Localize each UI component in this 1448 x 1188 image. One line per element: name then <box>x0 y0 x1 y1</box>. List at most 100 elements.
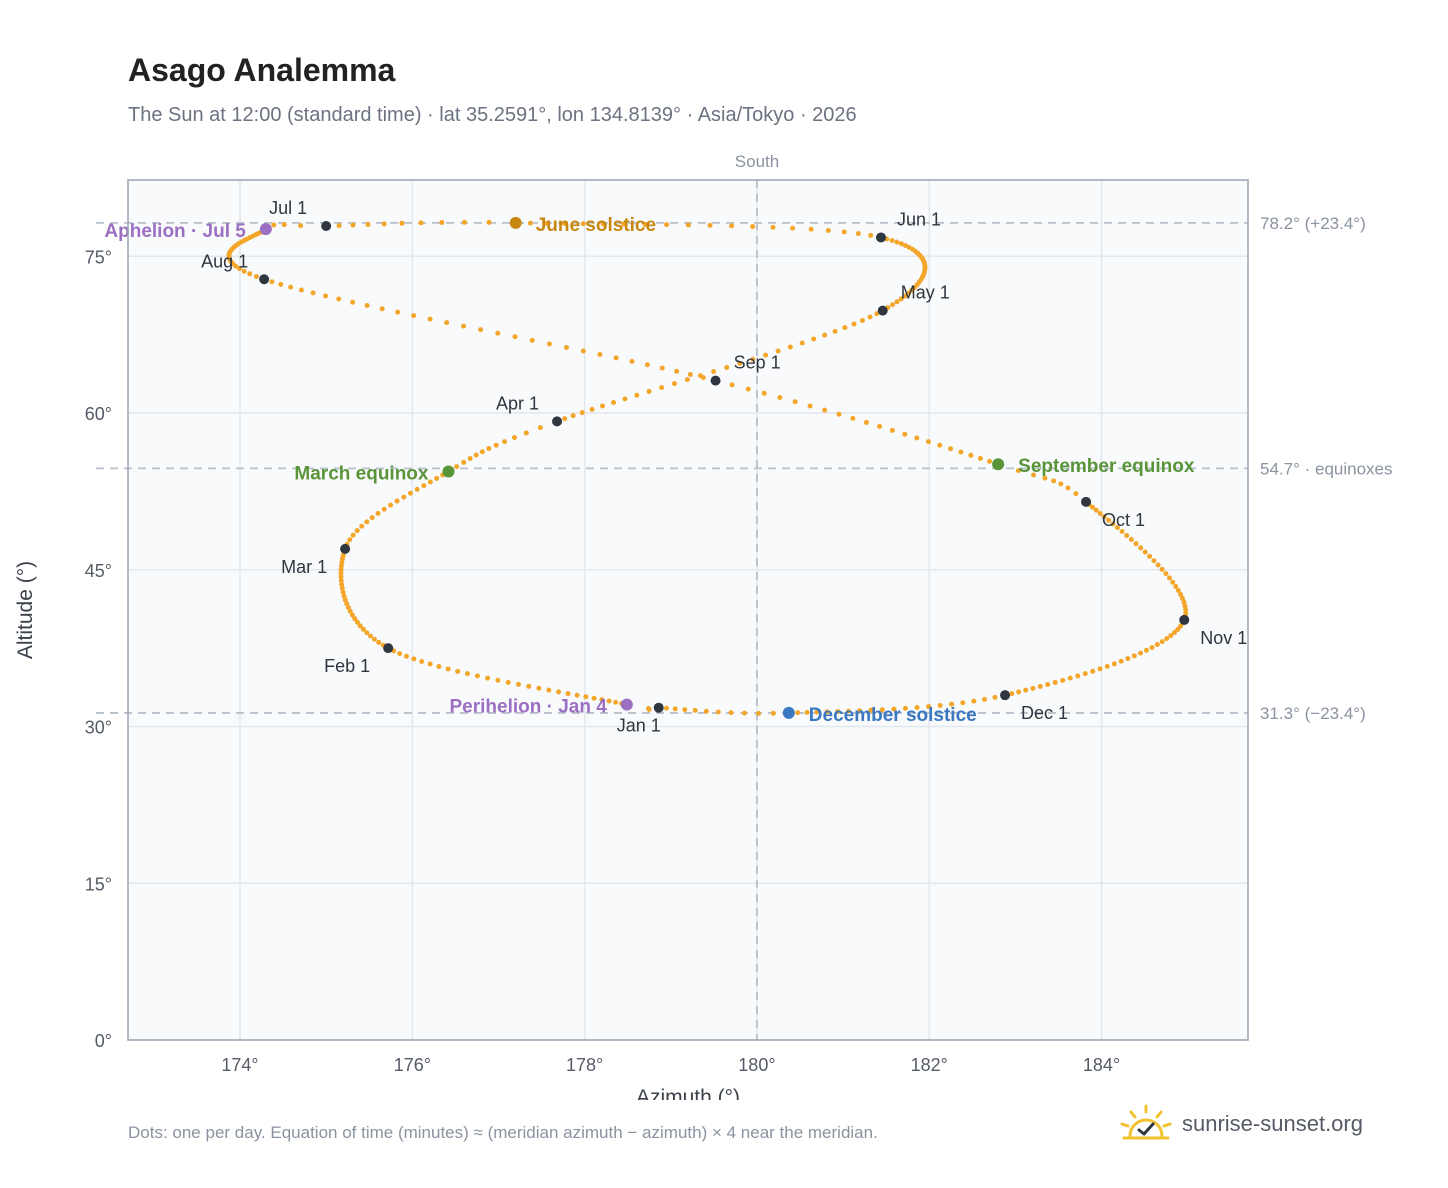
day-dot <box>336 223 342 229</box>
day-dot <box>427 661 433 667</box>
day-dot <box>589 406 595 412</box>
day-dot <box>523 430 529 436</box>
analemma-chart: 78.2° (+23.4°) 54.7° · equinoxes 31.3° (−2… <box>14 152 1393 1100</box>
footer-note: Dots: one per day. Equation of time (min… <box>128 1123 878 1142</box>
day-dot <box>1138 545 1144 551</box>
month-label: Nov 1 <box>1200 628 1247 648</box>
day-dot <box>419 658 425 664</box>
day-dot <box>1042 475 1048 481</box>
day-dot <box>1073 491 1079 497</box>
month-marker <box>340 543 351 554</box>
day-dot <box>729 223 735 229</box>
month-label: Dec 1 <box>1021 703 1068 723</box>
day-dot <box>454 464 460 470</box>
day-dot <box>427 316 433 322</box>
day-dot <box>937 442 943 448</box>
plot-frame <box>127 179 1249 1041</box>
chart-subtitle: The Sun at 12:00 (standard time) · lat 3… <box>128 104 857 126</box>
day-dot <box>247 271 253 277</box>
day-dot <box>403 653 409 659</box>
day-dot <box>1058 481 1064 487</box>
day-dot <box>502 439 508 445</box>
day-dot <box>339 581 345 587</box>
day-dot <box>799 340 805 346</box>
day-dot <box>381 221 387 227</box>
day-dot <box>777 395 783 401</box>
day-dot <box>855 231 861 237</box>
month-label: Jan 1 <box>617 716 661 736</box>
day-dot <box>682 707 688 713</box>
day-dot <box>621 221 627 227</box>
day-dot <box>505 679 511 685</box>
day-dot <box>992 694 998 700</box>
day-dot <box>835 708 841 714</box>
brand[interactable]: sunrise-sunset.org <box>1118 1100 1363 1148</box>
day-dot <box>288 284 294 290</box>
day-dot <box>561 221 567 227</box>
day-dot <box>597 351 603 357</box>
day-dot <box>1175 626 1181 632</box>
day-dot <box>591 695 597 701</box>
day-dot <box>692 707 698 713</box>
month-label: Oct 1 <box>1102 510 1145 530</box>
y-tick-label: 30° <box>85 718 112 738</box>
day-dot <box>529 337 535 343</box>
day-dot <box>473 452 479 458</box>
day-dot <box>342 597 348 603</box>
day-dot <box>1016 689 1022 695</box>
day-dot <box>1037 683 1043 689</box>
day-dot <box>1172 630 1178 636</box>
day-dot <box>825 228 831 234</box>
day-dot <box>421 483 427 489</box>
month-marker <box>321 220 332 231</box>
day-dot <box>613 699 619 705</box>
day-dot <box>948 446 954 452</box>
day-dot <box>937 702 943 708</box>
day-dot <box>1075 673 1081 679</box>
event-label: March equinox <box>294 464 429 485</box>
day-dot <box>898 241 904 247</box>
day-dot <box>344 601 350 607</box>
day-dot <box>546 687 552 693</box>
day-dot <box>790 225 796 231</box>
event-markers: June solstice December solstice March equi… <box>104 215 1195 726</box>
day-dot <box>949 701 955 707</box>
day-dot <box>236 266 242 272</box>
day-dot <box>544 220 550 226</box>
day-dot <box>1131 653 1137 659</box>
day-dot <box>354 619 360 625</box>
day-dot <box>364 630 370 636</box>
meridian-label: South <box>735 152 779 171</box>
brand-name[interactable]: sunrise-sunset.org <box>1182 1111 1363 1136</box>
day-dot <box>674 368 680 374</box>
day-dot <box>770 224 776 230</box>
x-axis-label: Azimuth (°) <box>636 1086 740 1100</box>
day-dot <box>478 327 484 333</box>
day-dot <box>1128 537 1134 543</box>
day-dot <box>599 697 605 703</box>
day-dot <box>1009 691 1015 697</box>
day-dot <box>580 221 586 227</box>
month-label: Feb 1 <box>324 656 370 676</box>
day-dot <box>436 664 442 670</box>
month-marker <box>383 643 394 654</box>
day-dot <box>671 381 677 387</box>
day-dot <box>659 365 665 371</box>
month-label: May 1 <box>901 283 950 303</box>
day-dot <box>664 222 670 228</box>
event-label: September equinox <box>1018 456 1195 477</box>
y-tick-label: 45° <box>85 561 112 581</box>
day-dot <box>461 323 467 329</box>
day-dot <box>850 415 856 421</box>
day-dot <box>889 427 895 433</box>
day-dot <box>877 423 883 429</box>
day-dot <box>846 708 852 714</box>
axis-ticks: 174° 176° 178° 180° 182° 184° 0° 15° 30° 45° 60° 75… <box>85 247 1120 1075</box>
day-dot <box>579 410 585 416</box>
y-tick-label: 0° <box>95 1031 112 1051</box>
x-tick-label: 180° <box>738 1055 775 1075</box>
day-dot <box>345 604 351 610</box>
day-dot <box>606 698 612 704</box>
day-dot <box>1104 663 1110 669</box>
day-dot <box>685 222 691 228</box>
